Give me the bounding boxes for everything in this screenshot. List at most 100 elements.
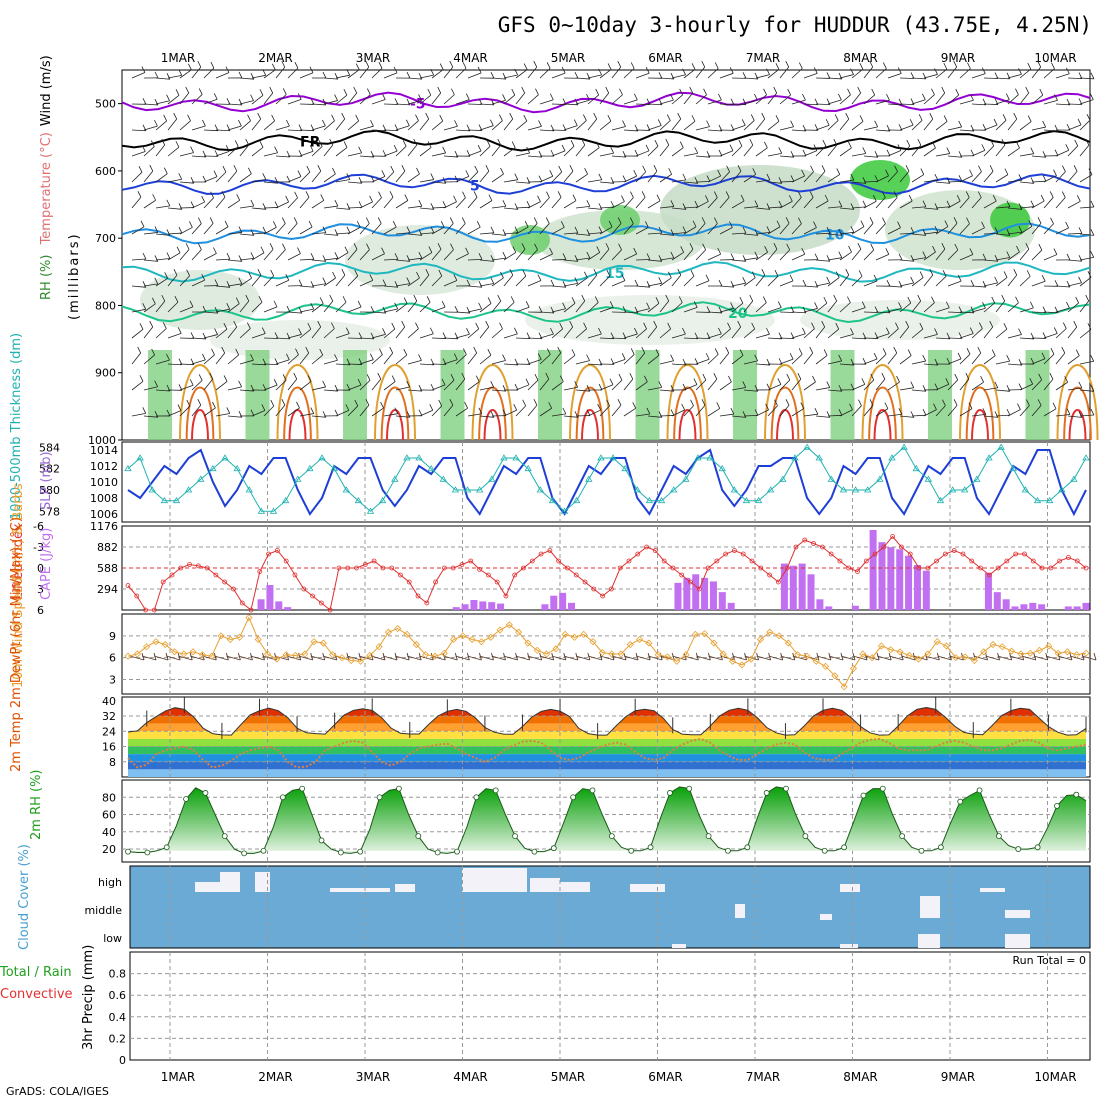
wind-barb [671, 147, 684, 157]
wind-barb [359, 337, 374, 340]
wind-barb-flag [1006, 408, 1011, 416]
wind-barb [479, 103, 494, 106]
wind-speed-point [719, 650, 727, 658]
wind-barb-flag [562, 281, 567, 288]
wind-barb-flag [1050, 217, 1054, 224]
wind-barb-flag [401, 320, 406, 328]
wind-barb [503, 302, 515, 313]
wind-barb [947, 358, 962, 365]
wind-barb-flag [645, 144, 650, 151]
wind-barb [431, 405, 442, 417]
wind-barb [539, 354, 551, 365]
wind-barb [611, 404, 622, 417]
chart-title: GFS 0~10day 3-hourly for HUDDUR (43.75E,… [498, 13, 1092, 37]
wind-barb-flag [317, 164, 322, 172]
wind-barb-flag [322, 380, 327, 388]
wind-barb-flag [742, 72, 747, 79]
date-label-bottom: 7MAR [746, 1070, 781, 1084]
wind-barb [503, 179, 518, 183]
precip-tick: 0.4 [109, 1011, 127, 1024]
wind-barb-flag [485, 320, 490, 328]
rh-point [686, 785, 693, 792]
wind-barb-flag [870, 243, 875, 251]
wind-barb [983, 387, 998, 391]
wind-speed-point [970, 656, 978, 665]
wind-barb-flag [809, 191, 814, 198]
wind-barb [479, 145, 491, 157]
li-point [398, 572, 403, 578]
wind-barb [719, 285, 734, 288]
wind-barb [203, 98, 218, 105]
wind-barb-flag [646, 302, 650, 309]
wind-barb-flag [154, 380, 158, 387]
wind-barb [527, 94, 539, 105]
wind-barb [683, 405, 694, 417]
wind-barb-flag [798, 217, 802, 224]
wind-barb-flag [1074, 139, 1079, 147]
wind-barb-flag [716, 402, 721, 409]
rh-point [666, 790, 673, 796]
wind-barb-flag [932, 141, 936, 149]
wind-barb [623, 68, 635, 79]
wind-barb [815, 415, 830, 418]
wind-speed-point [319, 639, 327, 647]
wind-barb [227, 415, 242, 418]
isotherm-30 [965, 386, 995, 441]
li-point [907, 551, 913, 557]
wind-barb [527, 249, 538, 261]
wind-barb-flag [490, 277, 495, 284]
wind-barb [251, 94, 264, 105]
wind-barb [779, 126, 794, 131]
wind-barb [371, 223, 382, 235]
wind-speed-point [189, 648, 197, 656]
wind-barb [539, 223, 550, 235]
wind-barb-flag [898, 253, 903, 260]
wind-speed-point [608, 650, 616, 658]
li-point [986, 572, 992, 578]
wind-barb-flag [670, 251, 675, 259]
wind-barb-flag [293, 372, 298, 380]
wind-barb [299, 308, 314, 313]
wind-barb [995, 300, 1006, 313]
rh-tick: 60 [102, 809, 116, 822]
wind-barb [419, 118, 430, 131]
wind-barb [503, 409, 517, 417]
wind-speed-point [468, 635, 476, 644]
precip-tick: 0.2 [109, 1032, 127, 1045]
wind-barb-flag [537, 195, 541, 202]
wind-barb [299, 413, 314, 417]
wind-barb [935, 181, 950, 184]
wind-barb [239, 120, 251, 131]
wind-barb [875, 353, 887, 365]
thickness-point [1021, 486, 1030, 493]
wind-barb-flag [497, 138, 502, 146]
wind-barb-flag [142, 252, 147, 260]
wind-barb [947, 94, 960, 105]
thickness-point [330, 464, 338, 472]
wind-barb-flag [250, 354, 254, 361]
thickness-point [512, 454, 520, 461]
rh-blob [800, 300, 1000, 340]
wind-barb-flag [1078, 227, 1083, 234]
wind-barb [323, 100, 338, 105]
wind-barb-flag [1078, 72, 1083, 79]
thickness-line [127, 446, 1087, 512]
wind-barb-flag [994, 227, 999, 234]
wind-barb-flag [418, 72, 423, 80]
wind-barb [863, 280, 878, 287]
wind-barb-flag [430, 173, 435, 180]
wind-barb-flag [257, 269, 262, 276]
cloud-block [560, 882, 590, 892]
wind-speed-point [384, 628, 392, 636]
wind-barb [359, 155, 374, 158]
wind-barb [791, 408, 805, 417]
footer-credit: GrADS: COLA/IGES [6, 1085, 109, 1098]
wind-barb [563, 125, 578, 131]
wind-barb-flag [606, 399, 610, 406]
wind-barb [251, 410, 266, 417]
wind-barb [383, 413, 398, 417]
wind-speed-point [859, 650, 867, 658]
isotherm-25 [276, 364, 319, 441]
wind-barb [1031, 379, 1042, 391]
